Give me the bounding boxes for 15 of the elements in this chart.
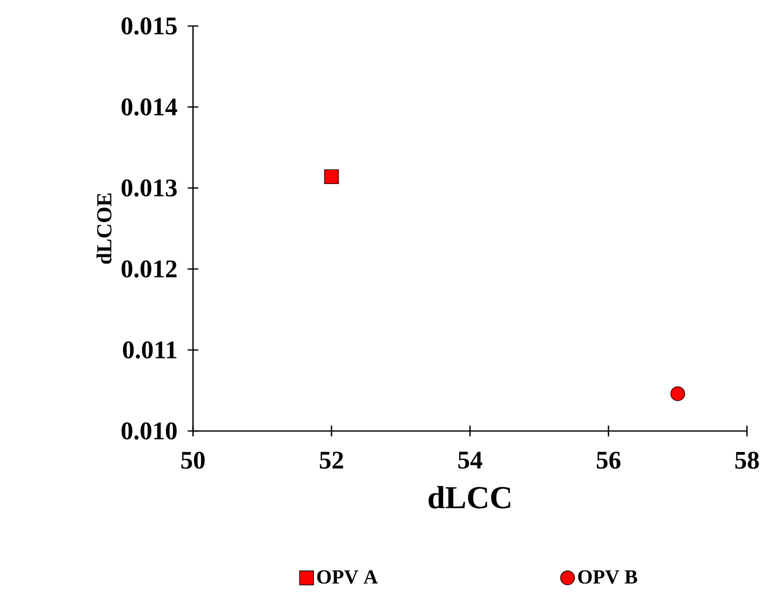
x-tick-label: 56	[596, 452, 620, 469]
x-axis-title: dLCC	[428, 486, 510, 508]
y-tick-label: 0.015	[122, 17, 177, 35]
x-tick-label: 52	[320, 452, 344, 469]
y-tick-label: 0.013	[122, 179, 177, 197]
y-tick-label: 0.012	[122, 260, 177, 278]
y-tick-label: 0.010	[122, 422, 177, 440]
y-tick-label: 0.014	[122, 98, 178, 116]
x-tick-label: 58	[735, 452, 759, 469]
legend-label: OPV A	[317, 570, 378, 584]
x-tick-label: 50	[181, 452, 205, 469]
legend-label: OPV B	[578, 570, 638, 584]
x-tick-label: 54	[458, 452, 482, 469]
y-tick-label: 0.011	[122, 341, 176, 359]
y-axis-title: dLCOE	[96, 193, 112, 264]
